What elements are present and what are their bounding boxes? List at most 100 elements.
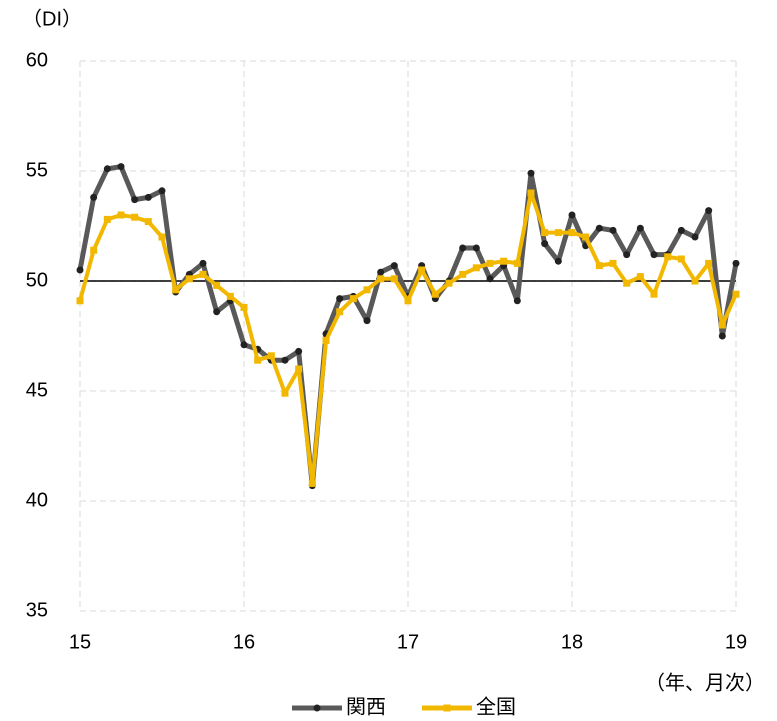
point bbox=[459, 244, 467, 252]
point bbox=[513, 259, 521, 267]
y-tick-label: 55 bbox=[26, 159, 48, 181]
point bbox=[90, 246, 98, 254]
x-tick-label: 17 bbox=[397, 631, 419, 653]
y-tick-label: 40 bbox=[26, 489, 48, 511]
point bbox=[582, 233, 590, 241]
point bbox=[459, 270, 467, 278]
x-unit-label: （年、月次） bbox=[645, 671, 765, 694]
point bbox=[103, 215, 111, 223]
point bbox=[623, 279, 631, 287]
point bbox=[705, 207, 713, 215]
point bbox=[377, 275, 385, 283]
point bbox=[349, 295, 357, 303]
point bbox=[213, 308, 221, 316]
point bbox=[240, 341, 248, 349]
point bbox=[90, 193, 98, 201]
point bbox=[527, 169, 535, 177]
point bbox=[117, 211, 125, 219]
point bbox=[418, 266, 426, 274]
legend-label: 関西 bbox=[346, 696, 386, 718]
x-tick-label: 15 bbox=[69, 631, 91, 653]
point bbox=[595, 224, 603, 232]
point bbox=[76, 297, 84, 305]
point bbox=[103, 165, 111, 173]
point bbox=[336, 308, 344, 316]
point bbox=[595, 262, 603, 270]
point bbox=[609, 259, 617, 267]
point bbox=[623, 251, 631, 259]
point bbox=[131, 213, 139, 221]
point bbox=[732, 259, 740, 267]
point bbox=[650, 290, 658, 298]
point bbox=[609, 226, 617, 234]
point bbox=[281, 389, 289, 397]
point bbox=[254, 356, 262, 364]
point bbox=[541, 240, 549, 248]
point bbox=[336, 295, 344, 303]
point bbox=[295, 365, 303, 373]
point bbox=[199, 259, 207, 267]
x-tick-label: 19 bbox=[725, 631, 747, 653]
point bbox=[117, 163, 125, 171]
point bbox=[691, 233, 699, 241]
point bbox=[240, 303, 248, 311]
point bbox=[691, 277, 699, 285]
point bbox=[76, 266, 84, 274]
point bbox=[718, 332, 726, 340]
x-tick-label: 16 bbox=[233, 631, 255, 653]
point bbox=[513, 297, 521, 305]
point bbox=[554, 229, 562, 237]
point bbox=[472, 264, 480, 272]
point bbox=[158, 187, 166, 195]
legend-marker bbox=[313, 704, 321, 712]
point bbox=[568, 211, 576, 219]
point bbox=[267, 352, 275, 360]
point bbox=[486, 259, 494, 267]
point bbox=[144, 193, 152, 201]
point bbox=[500, 257, 508, 265]
point bbox=[541, 229, 549, 237]
point bbox=[677, 226, 685, 234]
point bbox=[226, 292, 234, 300]
point bbox=[363, 286, 371, 294]
point bbox=[158, 233, 166, 241]
point bbox=[172, 286, 180, 294]
point bbox=[705, 259, 713, 267]
legend-label: 全国 bbox=[476, 695, 516, 718]
point bbox=[718, 321, 726, 329]
point bbox=[732, 290, 740, 298]
point bbox=[185, 275, 193, 283]
point bbox=[390, 275, 398, 283]
point bbox=[295, 347, 303, 355]
point bbox=[199, 270, 207, 278]
point bbox=[568, 229, 576, 237]
y-unit-label: （DI） bbox=[22, 7, 82, 30]
y-tick-label: 45 bbox=[26, 379, 48, 401]
series bbox=[76, 189, 740, 487]
y-tick-label: 35 bbox=[26, 599, 48, 621]
y-tick-label: 60 bbox=[26, 49, 48, 71]
point bbox=[636, 273, 644, 281]
point bbox=[404, 297, 412, 305]
point bbox=[554, 257, 562, 265]
point bbox=[445, 279, 453, 287]
point bbox=[636, 224, 644, 232]
point bbox=[131, 196, 139, 204]
point bbox=[677, 255, 685, 263]
point bbox=[322, 336, 330, 344]
point bbox=[281, 356, 289, 364]
point bbox=[390, 262, 398, 270]
point bbox=[213, 281, 221, 289]
point bbox=[486, 275, 494, 283]
point bbox=[144, 218, 152, 226]
point bbox=[431, 290, 439, 298]
point bbox=[363, 317, 371, 325]
point bbox=[664, 253, 672, 261]
y-tick-label: 50 bbox=[26, 269, 48, 291]
point bbox=[650, 251, 658, 259]
legend-marker bbox=[443, 704, 451, 712]
point bbox=[472, 244, 480, 252]
point bbox=[308, 479, 316, 487]
x-tick-label: 18 bbox=[561, 631, 583, 653]
